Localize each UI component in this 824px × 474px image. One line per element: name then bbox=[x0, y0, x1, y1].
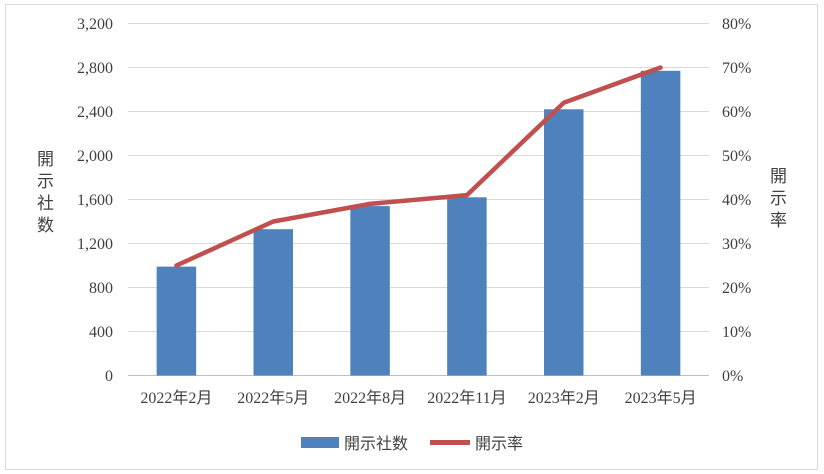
left-axis-tick-label: 800 bbox=[89, 280, 113, 297]
legend-item-line-series: 開示率 bbox=[430, 430, 523, 454]
x-axis-label: 2022年5月 bbox=[237, 389, 309, 407]
left-axis-tick-label: 2,400 bbox=[77, 104, 113, 121]
x-axis-label: 2022年2月 bbox=[140, 389, 212, 407]
left-axis-tick-label: 0 bbox=[105, 368, 113, 385]
bar bbox=[544, 109, 584, 376]
legend-label: 開示率 bbox=[475, 436, 524, 453]
x-axis-label: 2022年11月 bbox=[427, 389, 506, 407]
bar-legend-swatch bbox=[300, 436, 339, 448]
right-axis-title: 開示率 bbox=[767, 167, 786, 233]
right-axis-tick-label: 60% bbox=[722, 104, 751, 121]
legend-label: 開示社数 bbox=[343, 436, 408, 453]
left-axis-tick-label: 1,200 bbox=[77, 236, 113, 253]
right-axis-tick-label: 30% bbox=[722, 236, 751, 253]
line-legend-swatch bbox=[430, 439, 470, 445]
bar bbox=[447, 197, 487, 376]
chart-legend: 開示社数 開示率 bbox=[0, 430, 824, 454]
bar bbox=[253, 229, 293, 376]
right-axis-tick-label: 10% bbox=[722, 324, 751, 341]
left-axis-tick-label: 1,600 bbox=[77, 192, 113, 209]
left-axis-tick-label: 400 bbox=[89, 324, 113, 341]
left-axis-tick-label: 2,000 bbox=[77, 148, 113, 165]
left-axis-tick-label: 3,200 bbox=[77, 16, 113, 33]
left-axis-tick-label: 2,800 bbox=[77, 60, 113, 77]
legend-item-bar-series: 開示社数 bbox=[300, 430, 408, 454]
rate-line bbox=[174, 65, 663, 268]
left-axis-title: 開示社数 bbox=[34, 150, 53, 238]
right-axis-tick-label: 70% bbox=[722, 60, 751, 77]
x-axis-label: 2023年5月 bbox=[625, 389, 697, 407]
x-axis-label: 2023年2月 bbox=[528, 389, 600, 407]
right-axis-tick-label: 20% bbox=[722, 280, 751, 297]
right-axis-tick-label: 0% bbox=[722, 368, 743, 385]
bar bbox=[350, 206, 390, 376]
bar bbox=[640, 70, 681, 376]
x-axis-label: 2022年8月 bbox=[334, 389, 406, 407]
right-axis-tick-label: 80% bbox=[722, 16, 751, 33]
right-axis-tick-label: 50% bbox=[722, 148, 751, 165]
bar bbox=[156, 266, 197, 376]
right-axis-tick-label: 40% bbox=[722, 192, 751, 209]
